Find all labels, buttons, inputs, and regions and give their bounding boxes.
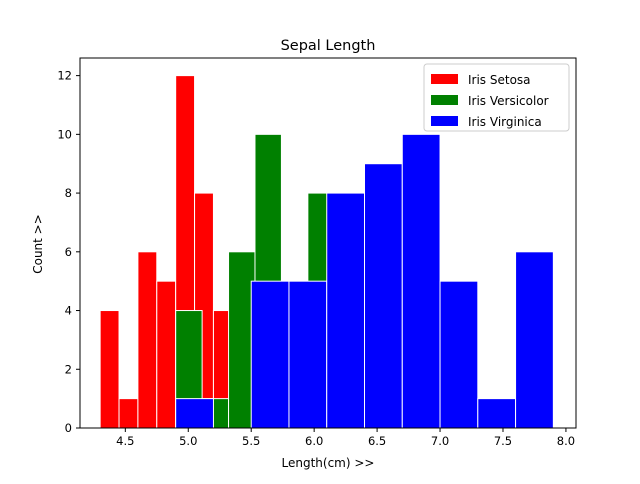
y-axis-label: Count >>: [31, 214, 45, 274]
bar-2-3: [288, 280, 328, 429]
y-tick-label-1: 2: [65, 362, 72, 376]
bar-2-2: [250, 280, 290, 429]
bar-2-7: [439, 280, 479, 429]
series-2: [175, 133, 554, 429]
legend-frame: [423, 63, 570, 132]
legend-label-0: Iris Setosa: [468, 73, 531, 87]
bar-2-6: [401, 133, 441, 429]
x-axis-label: Length(cm) >>: [282, 456, 375, 470]
bar-2-9: [515, 251, 554, 429]
bar-0-2: [137, 251, 158, 429]
plot-frame: [79, 57, 577, 429]
y-tick-label-4: 8: [65, 186, 72, 200]
y-tick-label-3: 6: [65, 245, 72, 259]
bar-0-0: [99, 310, 120, 429]
axes-layer: 4.5 5.0 5.5 6.0 6.5 7.0 7.5 8.0 0 2 4 6 8 10 12: [57, 57, 577, 448]
bar-0-1: [118, 398, 139, 429]
bars-layer: [99, 75, 554, 429]
y-tick-label-6: 12: [57, 69, 72, 83]
bar-2-5: [364, 163, 403, 429]
legend-swatch-1: [431, 95, 458, 105]
x-tick-label-2: 5.5: [242, 434, 260, 448]
y-tick-label-0: 0: [65, 421, 72, 435]
x-tick-label-1: 5.0: [179, 434, 197, 448]
legend-swatch-2: [431, 116, 458, 126]
x-tick-label-5: 7.0: [431, 434, 449, 448]
x-tick-label-7: 8.0: [557, 434, 575, 448]
bar-2-8: [477, 398, 517, 429]
bar-0-3: [156, 280, 177, 429]
x-tick-label-0: 4.5: [116, 434, 134, 448]
legend-label-1: Iris Versicolor: [468, 94, 549, 108]
legend-label-2: Iris Virginica: [468, 115, 542, 129]
bar-2-4: [326, 192, 366, 429]
chart-title: Sepal Length: [281, 38, 376, 54]
y-tick-label-5: 10: [57, 127, 72, 141]
x-tick-label-6: 7.5: [494, 434, 512, 448]
y-tick-label-2: 4: [65, 304, 72, 318]
bar-2-0: [175, 398, 214, 429]
x-tick-label-3: 6.0: [305, 434, 323, 448]
legend: Iris Setosa Iris Versicolor Iris Virginica: [423, 63, 570, 132]
x-tick-label-4: 6.5: [368, 434, 386, 448]
legend-swatch-0: [431, 74, 458, 84]
